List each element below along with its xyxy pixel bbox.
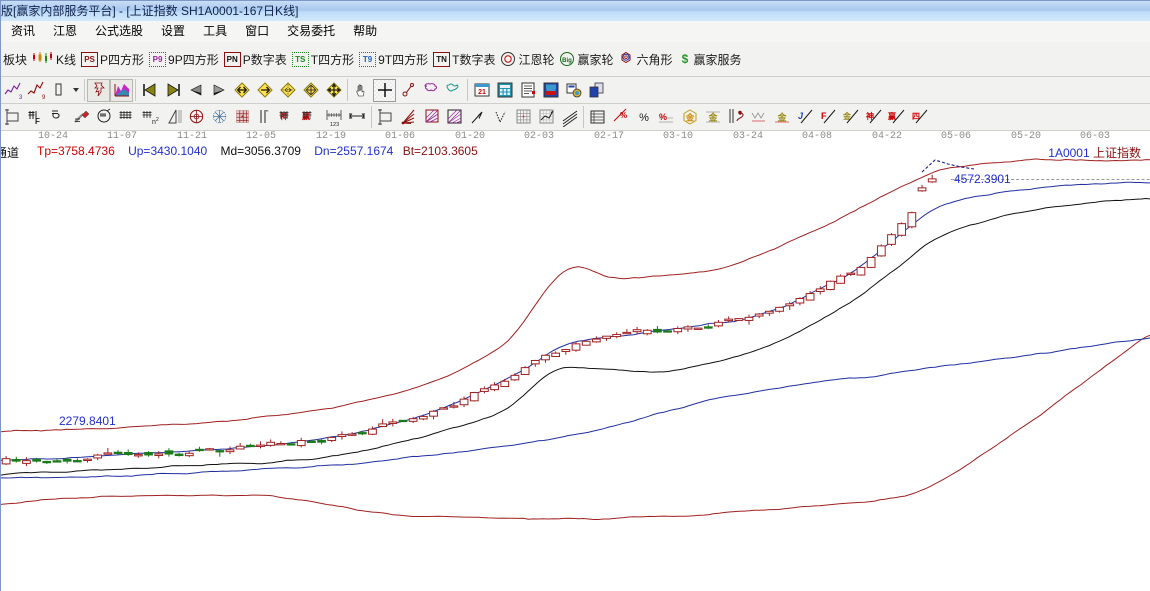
svg-text:金: 金 [684,113,694,123]
svg-text:%: % [639,112,649,124]
svg-text:21: 21 [478,89,486,96]
svg-text:F: F [821,111,827,121]
svg-text:%: % [659,112,667,122]
svg-text:金: 金 [776,112,787,123]
svg-text:Big: Big [563,58,573,64]
svg-text:金: 金 [707,112,718,123]
svg-text:赢: 赢 [888,111,896,121]
svg-text:%: % [620,111,627,120]
svg-text:J: J [798,111,804,121]
svg-text:F: F [35,117,40,126]
svg-text:123: 123 [330,122,339,127]
svg-text:2: 2 [156,117,159,123]
svg-text:3: 3 [19,95,23,100]
svg-text:9: 9 [42,95,46,100]
svg-text:$: $ [681,52,688,66]
svg-text:": " [266,110,269,117]
